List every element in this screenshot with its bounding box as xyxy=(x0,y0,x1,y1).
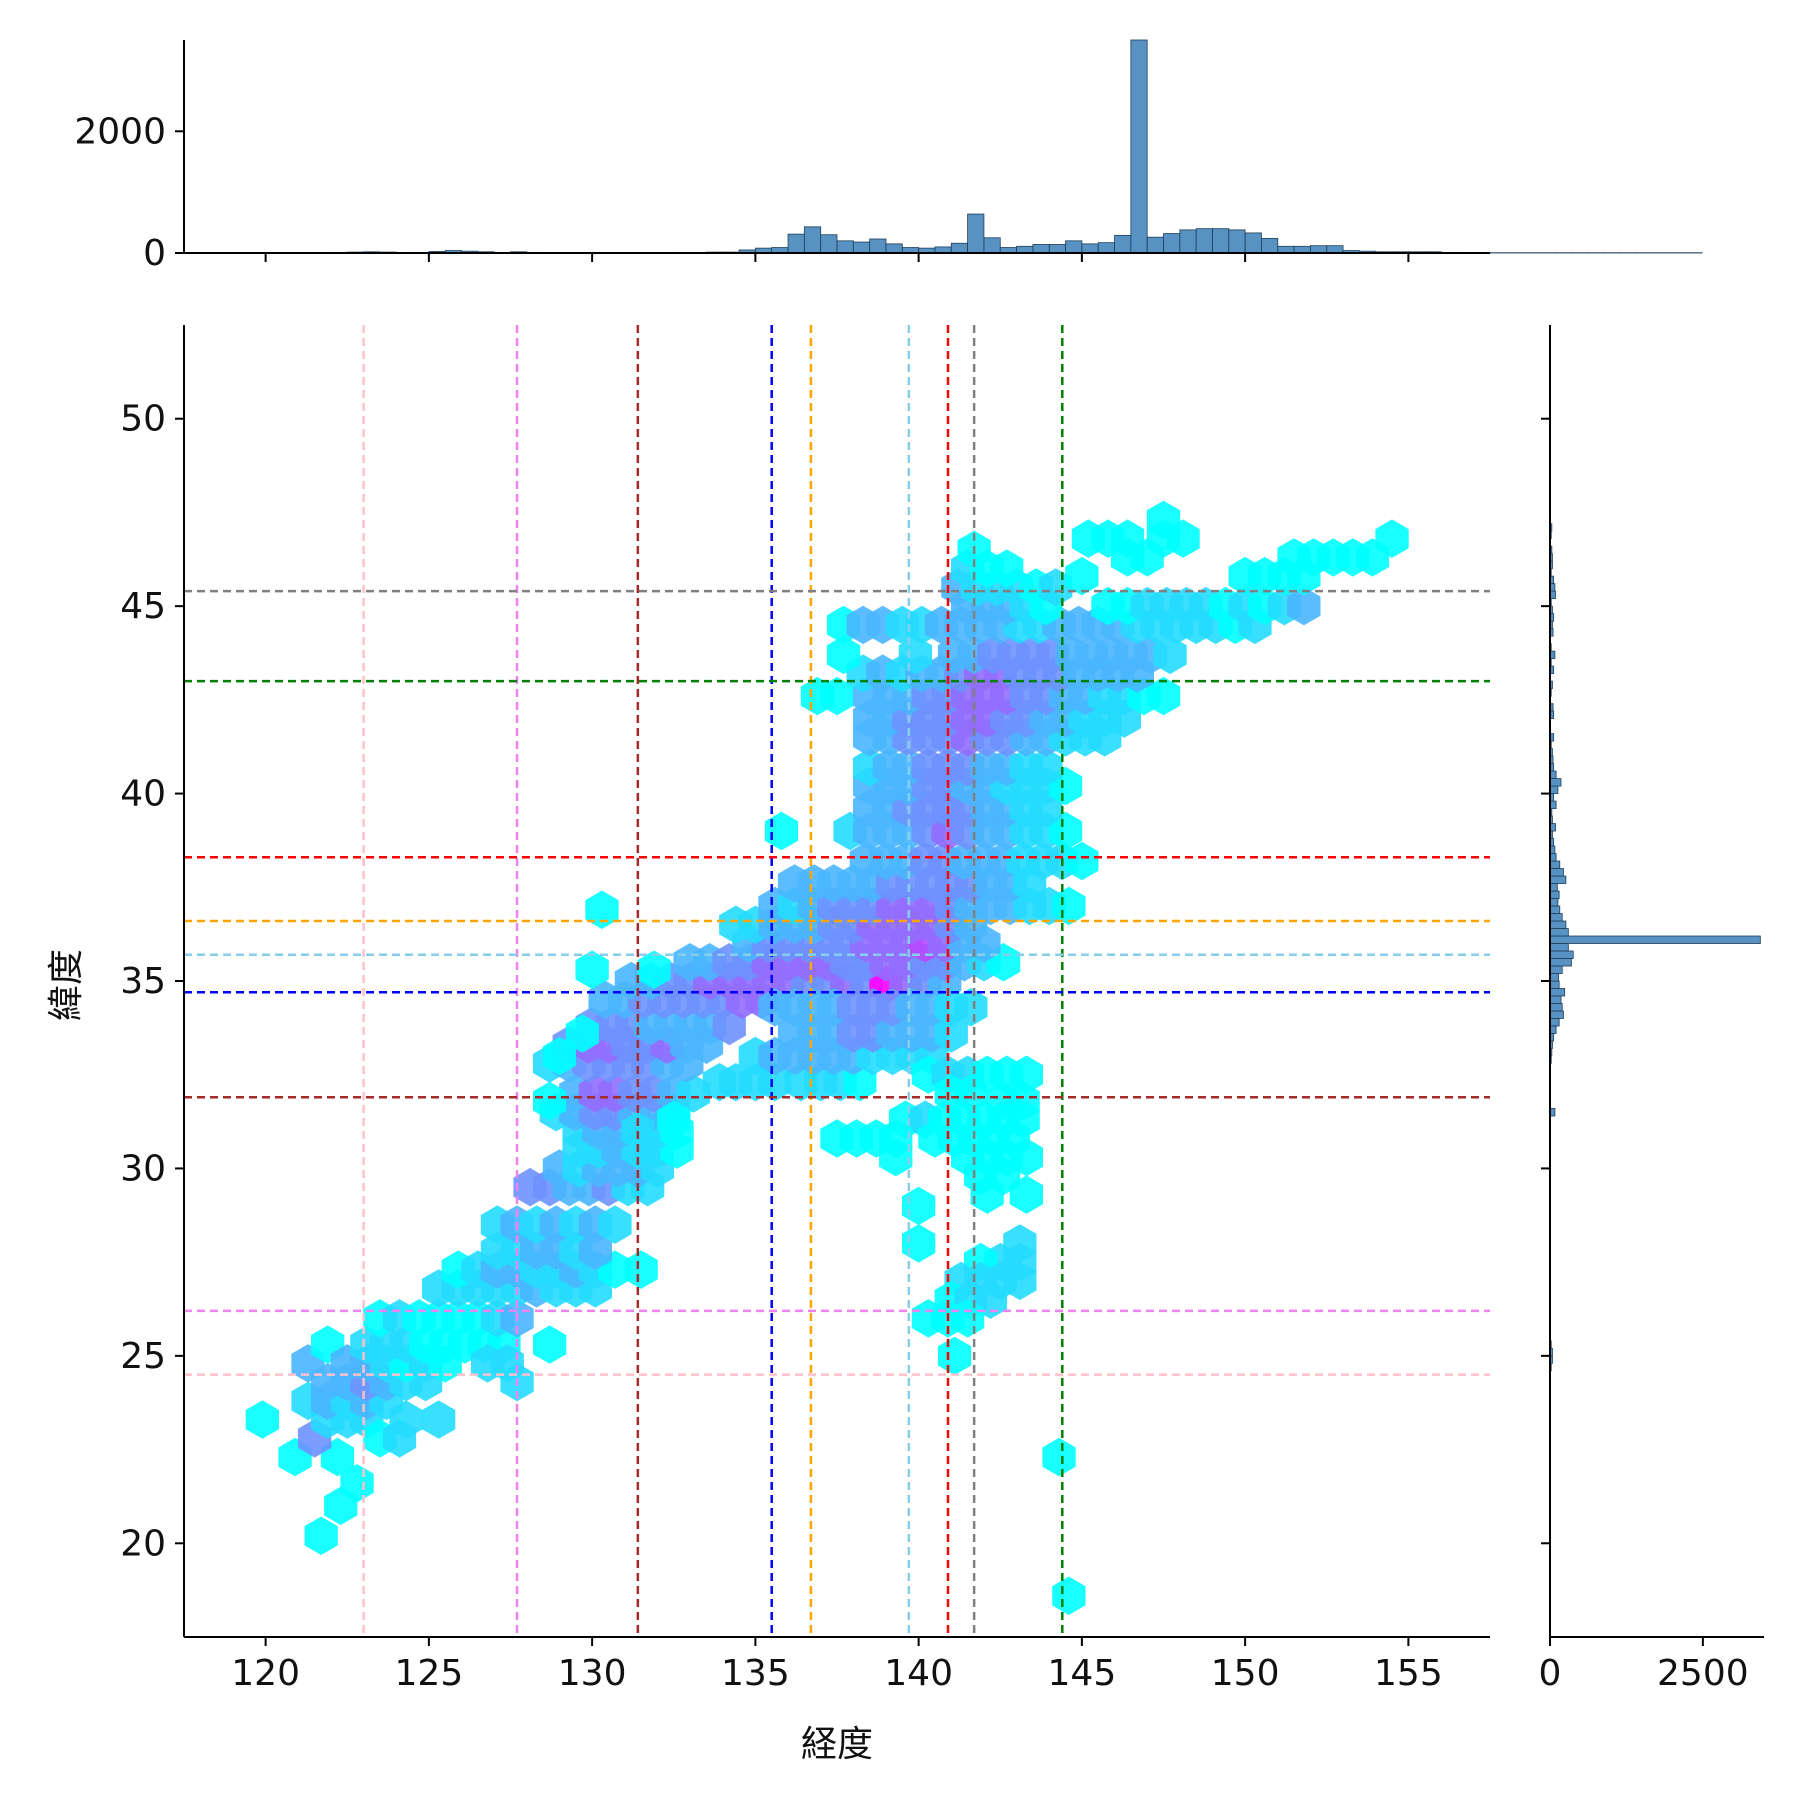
right-histogram-bar xyxy=(1550,944,1568,951)
top-histogram-bar xyxy=(1164,234,1180,253)
y-tick-label: 50 xyxy=(120,399,166,440)
top-histogram-bar xyxy=(1147,237,1163,253)
x-tick-label: 135 xyxy=(721,1653,790,1694)
hexbin-cell xyxy=(246,1400,279,1438)
hexbin-cell xyxy=(902,1187,935,1225)
right-histogram-bar xyxy=(1550,929,1568,936)
top-histogram-bar xyxy=(1180,230,1196,253)
top-histogram-tick-label: 2000 xyxy=(74,111,166,152)
top-histogram-bar xyxy=(1278,246,1294,253)
top-histogram-bar xyxy=(951,243,967,253)
right-histogram-bar xyxy=(1550,1018,1559,1025)
right-histogram-bar xyxy=(1550,988,1565,995)
hexbin-layer xyxy=(246,501,1409,1615)
top-histogram-bar xyxy=(1327,246,1343,253)
top-histogram-bar xyxy=(984,238,1000,253)
y-axis-label: 緯度 xyxy=(46,949,87,1021)
hexbin-cell xyxy=(585,891,618,930)
top-histogram-bar xyxy=(1082,244,1098,253)
hexbin-cell xyxy=(533,1325,566,1363)
right-histogram-bar xyxy=(1550,869,1563,876)
top-histogram-bar xyxy=(821,235,837,253)
top-histogram-bar xyxy=(1033,244,1049,253)
right-histogram-bar xyxy=(1550,786,1558,793)
right-histogram-tick-label: 0 xyxy=(1539,1653,1562,1694)
hexbin-cell xyxy=(305,1517,338,1555)
x-tick-label: 140 xyxy=(884,1653,953,1694)
y-tick-label: 25 xyxy=(120,1336,166,1377)
x-tick-label: 125 xyxy=(395,1653,464,1694)
top-histogram-bar xyxy=(837,241,853,253)
y-tick-label: 45 xyxy=(120,586,166,627)
x-tick-label: 145 xyxy=(1048,1653,1117,1694)
top-histogram-bar xyxy=(1017,246,1033,253)
right-histogram-bar xyxy=(1550,981,1559,988)
top-histogram-bar xyxy=(1261,238,1277,253)
right-histogram-bar xyxy=(1550,959,1571,966)
right-histogram-bar xyxy=(1550,1003,1562,1010)
right-histogram-bar xyxy=(1550,966,1562,973)
hexbin-cell xyxy=(902,1224,935,1262)
top-histogram-bar xyxy=(1066,241,1082,253)
top-histogram-bar xyxy=(1049,244,1065,253)
top-histogram-bar xyxy=(853,242,869,253)
right-histogram-bar xyxy=(1550,891,1559,898)
right-histogram-bar xyxy=(1550,996,1561,1003)
right-histogram-bar xyxy=(1550,1011,1563,1018)
right-histogram-bar xyxy=(1550,779,1561,786)
right-marginal-histogram: 0 2500 xyxy=(1539,325,1764,1694)
hexbin-cell xyxy=(1042,1438,1075,1477)
top-histogram-bar xyxy=(1294,246,1310,253)
top-histogram-bar xyxy=(1212,229,1228,253)
hexbin-cell xyxy=(624,1250,657,1289)
top-histogram-bar xyxy=(886,244,902,253)
top-marginal-histogram: 0 2000 xyxy=(74,40,1702,274)
top-histogram-bar xyxy=(1245,233,1261,253)
y-tick-label: 20 xyxy=(120,1523,166,1564)
x-axis-label: 経度 xyxy=(801,1724,873,1765)
x-tick-label: 120 xyxy=(231,1653,300,1694)
hexbin-cell xyxy=(422,1400,455,1438)
y-tick-label: 35 xyxy=(120,961,166,1002)
top-histogram-bar xyxy=(1115,235,1131,253)
right-histogram-bar xyxy=(1550,884,1557,891)
x-tick-label: 155 xyxy=(1374,1653,1443,1694)
top-histogram-bar xyxy=(1131,40,1147,253)
hexbin-cell xyxy=(938,1337,971,1376)
right-histogram-bar xyxy=(1550,974,1559,981)
hexbin-cell xyxy=(1052,1577,1085,1616)
right-histogram-tick-label: 2500 xyxy=(1657,1653,1749,1694)
top-histogram-bar xyxy=(788,234,804,253)
top-histogram-tick-label: 0 xyxy=(143,233,166,274)
y-tick-label: 40 xyxy=(120,774,166,815)
top-histogram-bar xyxy=(1098,243,1114,253)
top-histogram-bar xyxy=(968,214,984,253)
right-histogram-bar xyxy=(1550,951,1573,958)
right-histogram-bar xyxy=(1550,906,1560,913)
top-histogram-bar xyxy=(804,227,820,253)
top-histogram-bar xyxy=(1310,246,1326,253)
right-histogram-bar xyxy=(1550,921,1566,928)
right-histogram-bar xyxy=(1550,861,1560,868)
top-histogram-bar xyxy=(1196,229,1212,253)
right-histogram-bar xyxy=(1550,899,1558,906)
top-histogram-bar xyxy=(870,239,886,253)
right-histogram-bar xyxy=(1550,876,1566,883)
x-tick-label: 130 xyxy=(558,1653,627,1694)
x-tick-label: 150 xyxy=(1211,1653,1280,1694)
y-tick-label: 30 xyxy=(120,1148,166,1189)
right-histogram-bar xyxy=(1550,914,1562,921)
top-histogram-bar xyxy=(1229,230,1245,253)
right-histogram-bar xyxy=(1550,936,1760,943)
hexbin-cell xyxy=(765,812,798,851)
